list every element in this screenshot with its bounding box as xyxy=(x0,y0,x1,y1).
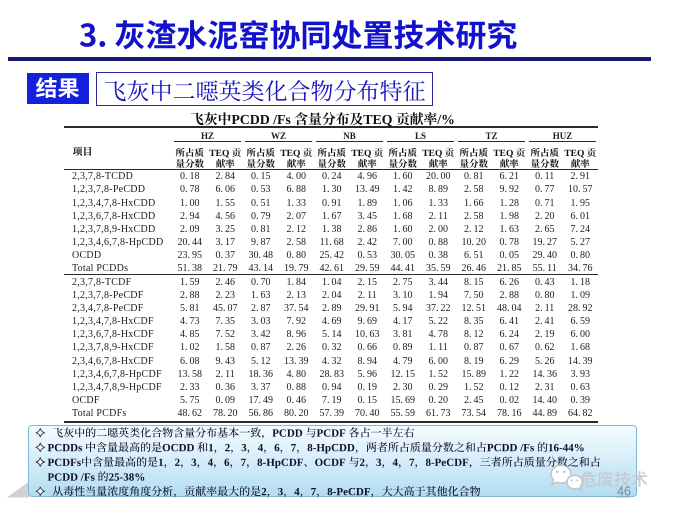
svg-text:46: 46 xyxy=(617,485,631,499)
